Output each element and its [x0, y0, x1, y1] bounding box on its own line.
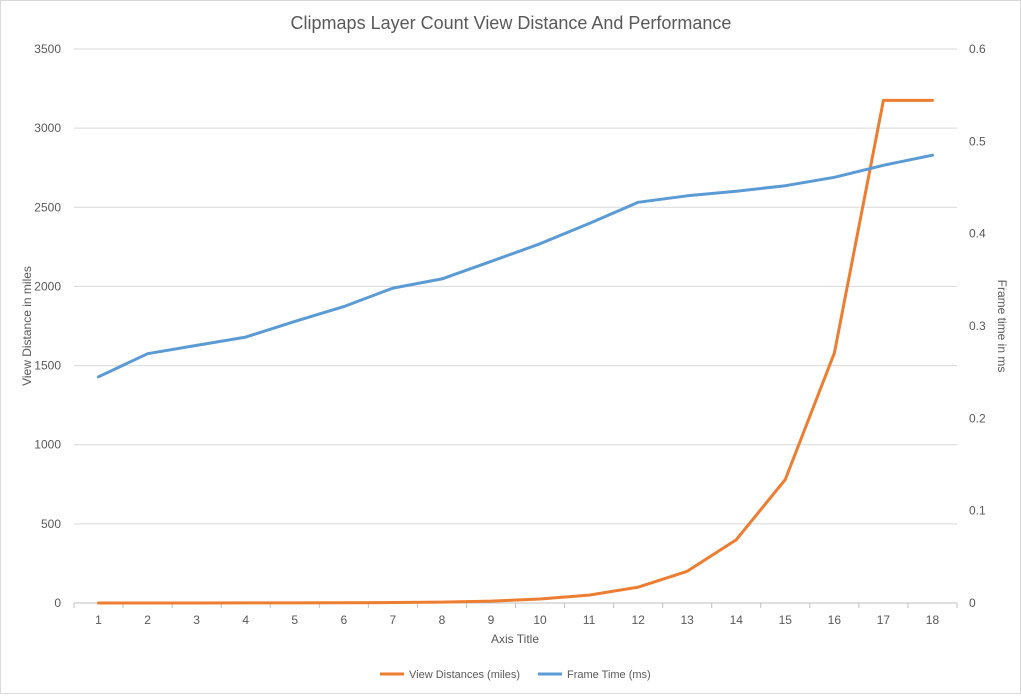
- gridlines: [74, 48, 957, 525]
- x-tick-label: 17: [877, 613, 891, 627]
- y2-tick-label: 0.6: [969, 42, 986, 56]
- x-tick-label: 18: [926, 613, 940, 627]
- x-axis-label: Axis Title: [491, 632, 539, 646]
- y2-axis-label: Frame time in ms: [995, 280, 1009, 373]
- x-tick-label: 1: [95, 613, 102, 627]
- y-axis-ticks: 0 500 1000 1500 2000 2500 3000 3500: [34, 42, 61, 610]
- y-axis-label: View Distance in miles: [20, 266, 34, 386]
- y2-tick-label: 0.2: [969, 411, 986, 425]
- y-tick-label: 1500: [34, 359, 61, 373]
- y-tick-label: 3000: [34, 121, 61, 135]
- y2-tick-label: 0: [969, 596, 976, 610]
- y-tick-label: 0: [54, 596, 61, 610]
- series-lines: [97, 98, 934, 605]
- y-tick-label: 2000: [34, 279, 61, 293]
- x-tick-label: 5: [291, 613, 298, 627]
- x-tick-label: 3: [193, 613, 200, 627]
- x-tick-label: 16: [828, 613, 842, 627]
- x-tick-label: 11: [583, 613, 596, 627]
- x-tick-label: 9: [488, 613, 495, 627]
- x-tick-label: 8: [439, 613, 446, 627]
- y-tick-label: 3500: [34, 42, 61, 56]
- x-tick-label: 13: [681, 613, 695, 627]
- x-tick-label: 6: [340, 613, 347, 627]
- legend: View Distances (miles) Frame Time (ms): [380, 669, 651, 681]
- y-tick-label: 2500: [34, 200, 61, 214]
- y2-tick-label: 0.3: [969, 319, 986, 333]
- y2-tick-label: 0.1: [969, 504, 986, 518]
- x-tick-label: 15: [779, 613, 793, 627]
- series-line-view-distance: [97, 98, 934, 605]
- y2-tick-label: 0.4: [969, 227, 986, 241]
- y-tick-label: 1000: [34, 438, 61, 452]
- chart-title: Clipmaps Layer Count View Distance And P…: [291, 13, 732, 33]
- x-tick-label: 10: [533, 613, 547, 627]
- x-tick-label: 7: [390, 613, 397, 627]
- x-tick-label: 12: [631, 613, 645, 627]
- x-tick-label: 14: [730, 613, 744, 627]
- series-line-frame-time: [97, 153, 934, 379]
- x-tick-label: 2: [144, 613, 151, 627]
- y2-tick-label: 0.5: [969, 134, 986, 148]
- legend-label: View Distances (miles): [409, 669, 520, 681]
- x-axis-ticks: 1 2 3 4 5 6 7 8 9 10 11 12 13 14 15 16 17 18: [73, 603, 958, 627]
- y2-axis-ticks: 0 0.1 0.2 0.3 0.4 0.5 0.6: [969, 42, 986, 610]
- x-tick-label: 4: [242, 613, 249, 627]
- y-tick-label: 500: [41, 517, 61, 531]
- legend-label: Frame Time (ms): [567, 669, 651, 681]
